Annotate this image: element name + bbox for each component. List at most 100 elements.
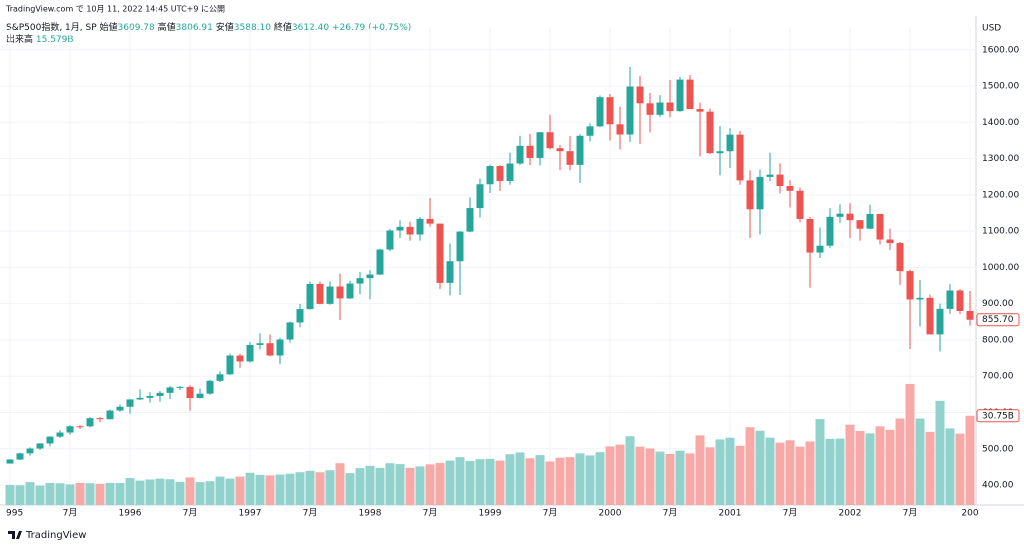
volume-bar	[485, 458, 495, 505]
candle-body	[336, 286, 344, 299]
volume-bar	[935, 400, 945, 505]
volume-bar	[645, 448, 655, 505]
volume-bar	[845, 424, 855, 505]
volume-bar	[805, 441, 815, 505]
candle-body	[486, 165, 494, 185]
volume-bar	[675, 450, 685, 505]
volume-bar	[415, 466, 425, 505]
volume-bar	[275, 474, 285, 505]
candle-body	[776, 174, 784, 187]
change: +26.79 (+0.75%)	[332, 23, 411, 33]
volume-bar	[55, 483, 65, 505]
x-tick-label: 7月	[903, 508, 918, 519]
volume-label: 出来高	[6, 33, 33, 45]
volume-bar	[715, 439, 725, 505]
candle-body	[686, 79, 694, 110]
candle-body	[206, 380, 214, 394]
volume-bar	[195, 482, 205, 505]
ohlc-value: 3609.78	[118, 23, 155, 33]
candle-body	[916, 297, 924, 300]
candle-body	[946, 290, 954, 309]
volume-bar	[305, 470, 315, 505]
ohlc-label: 高値	[158, 21, 176, 33]
candle-body	[136, 397, 144, 400]
candle-body	[616, 124, 624, 135]
candle-body	[536, 132, 544, 158]
volume-bar	[35, 485, 45, 505]
candle-body	[806, 218, 814, 253]
last-volume-label: 30.75B	[982, 411, 1014, 421]
candle-body	[376, 249, 384, 275]
candle-body	[106, 410, 114, 420]
volume-bar	[85, 483, 95, 505]
candle-body	[876, 213, 884, 240]
candle-body	[26, 448, 34, 454]
volume-bar	[105, 482, 115, 505]
last-price-label: 855.70	[982, 315, 1014, 325]
x-tick-label: 2001	[719, 509, 742, 519]
volume-bar	[575, 453, 585, 505]
volume-bar	[15, 485, 25, 505]
candle-body	[736, 134, 744, 181]
candle-body	[286, 322, 294, 340]
y-tick-label: 1100.00	[982, 227, 1019, 237]
volume-bar	[5, 484, 15, 505]
logo	[8, 531, 22, 539]
candle-body	[96, 418, 104, 420]
y-tick-label: 1000.00	[982, 263, 1019, 273]
candle-body	[216, 374, 224, 381]
volume-bar	[265, 475, 275, 505]
candle-body	[666, 102, 674, 112]
volume-bar	[775, 442, 785, 505]
candle-body	[696, 109, 704, 112]
volume-bar	[295, 472, 305, 505]
volume-bar	[135, 480, 145, 505]
volume-bar	[435, 462, 445, 505]
candle-body	[116, 406, 124, 411]
volume-bar	[25, 482, 35, 505]
candle-body	[46, 436, 54, 444]
y-tick-label: 700.00	[982, 372, 1014, 382]
volume-bar	[765, 437, 775, 505]
volume-bar	[145, 479, 155, 505]
candle-body	[396, 226, 404, 231]
candle-body	[766, 174, 774, 177]
candle-body	[356, 278, 364, 284]
volume-bar	[425, 464, 435, 505]
footer-text: TradingView	[25, 530, 86, 541]
y-tick-label: 1200.00	[982, 190, 1019, 200]
candle-body	[506, 163, 514, 181]
volume-bar	[525, 458, 535, 505]
candle-body	[406, 226, 414, 235]
symbol: S&P500指数, 1月, SP	[6, 21, 97, 33]
ohlc-value: 3588.10	[234, 23, 271, 33]
candle-body	[816, 245, 824, 253]
candle-body	[646, 103, 654, 115]
published: TradingView.com で 10月 11, 2022 14:45 UTC…	[5, 5, 225, 14]
candle-body	[716, 151, 724, 154]
volume-bar	[915, 418, 925, 505]
x-tick-label: 7月	[783, 508, 798, 519]
volume-bar	[475, 459, 485, 505]
volume-bar	[515, 452, 525, 505]
volume-bar	[855, 431, 865, 505]
y-tick-label: 1600.00	[982, 45, 1019, 55]
candle-body	[446, 261, 454, 283]
candle-body	[76, 426, 84, 428]
volume-bar	[615, 444, 625, 505]
volume-bar	[505, 454, 515, 505]
candle-body	[296, 309, 304, 323]
candle-body	[726, 134, 734, 152]
volume-bar	[495, 460, 505, 505]
candle-body	[896, 243, 904, 272]
x-tick-label: 7月	[183, 508, 198, 519]
candle-body	[526, 145, 534, 158]
volume-bar	[785, 440, 795, 505]
candle-body	[176, 386, 184, 388]
x-tick-label: 995	[6, 509, 23, 519]
candle-body	[866, 213, 874, 229]
x-tick-label: 2000	[599, 509, 622, 519]
candle-body	[886, 239, 894, 244]
candle-body	[906, 271, 914, 300]
volume-bar	[555, 457, 565, 505]
